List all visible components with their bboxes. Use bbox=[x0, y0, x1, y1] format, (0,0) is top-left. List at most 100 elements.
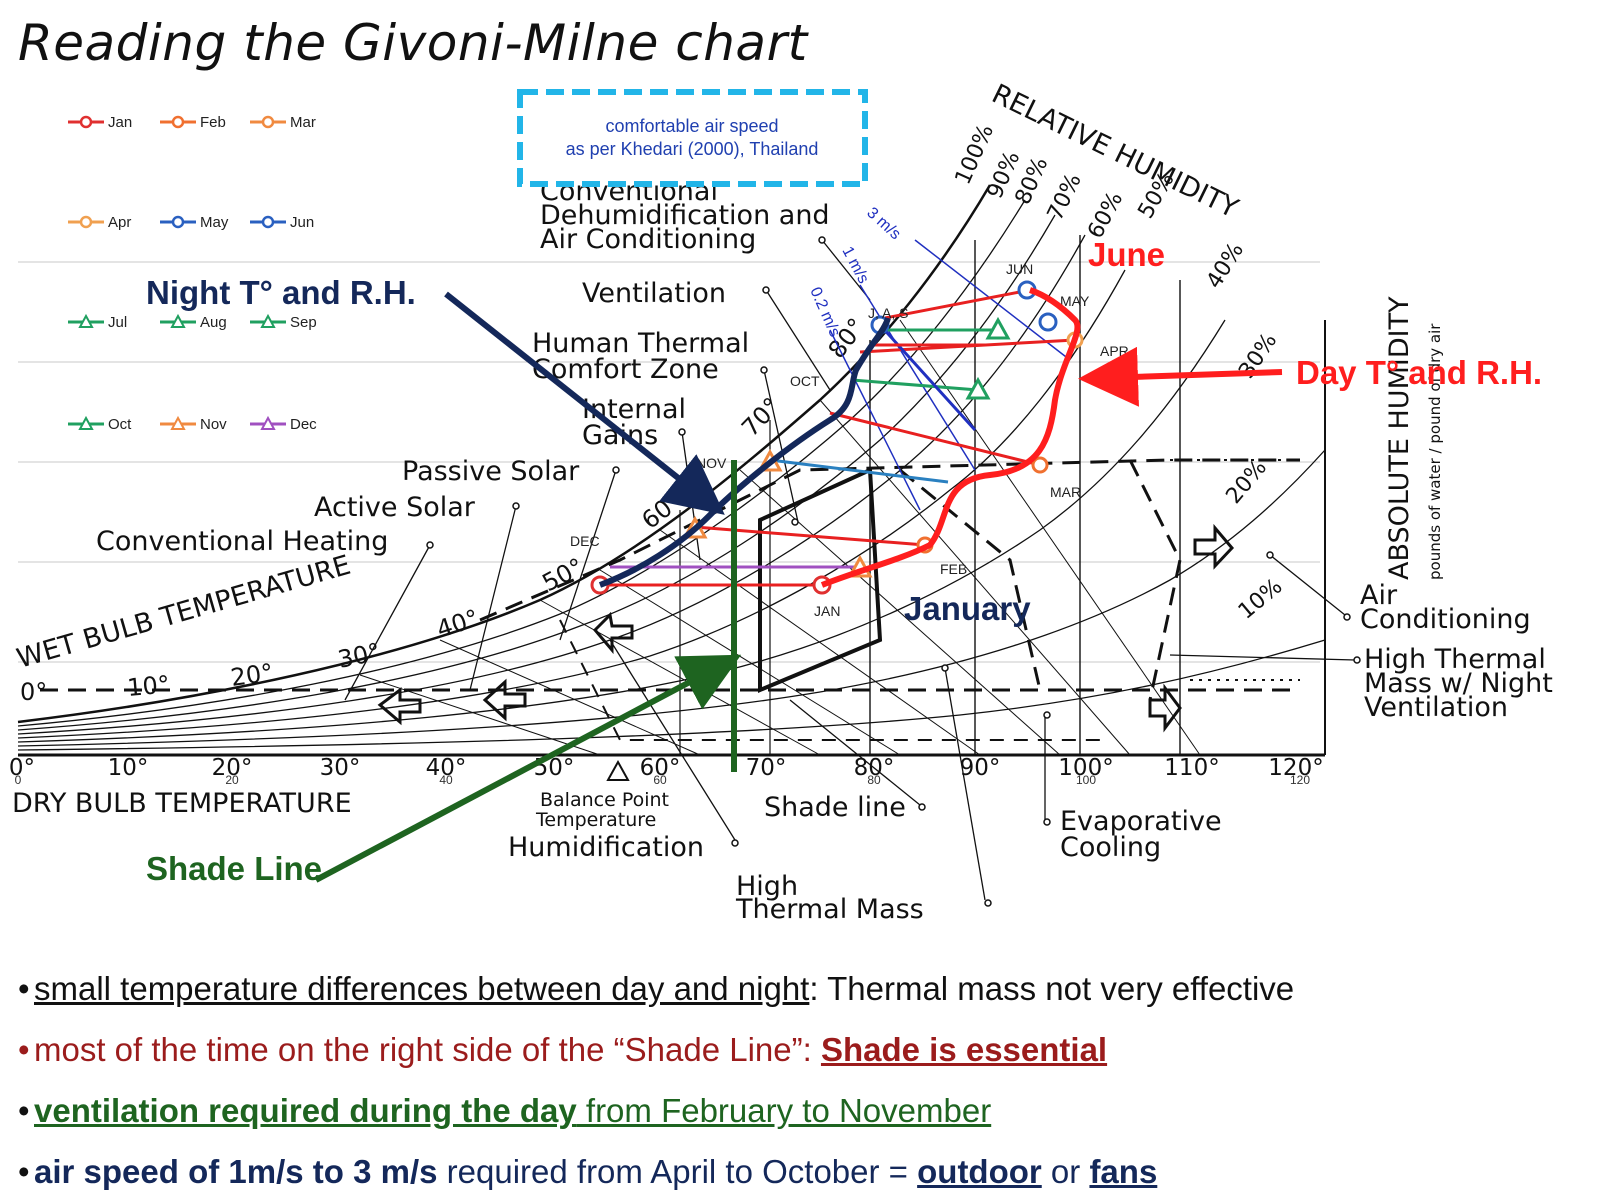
month-label: JUN bbox=[1006, 261, 1033, 277]
month-label: MAR bbox=[1050, 484, 1081, 500]
dry-bulb-small-tick: 20 bbox=[225, 773, 239, 787]
internal-gains-label: Internal Gains bbox=[582, 394, 686, 451]
airspeed-1ms: 1 m/s bbox=[838, 244, 871, 287]
dry-bulb-tick: 100° bbox=[1058, 755, 1113, 781]
legend-item-dec: Dec bbox=[250, 415, 317, 433]
dry-bulb-tick: 20° bbox=[212, 755, 253, 781]
legend-item-may: May bbox=[160, 214, 229, 231]
airspeed-box bbox=[517, 89, 868, 187]
outdoor-link[interactable]: outdoor bbox=[917, 1153, 1042, 1190]
bullet-list: • small temperature differences between d… bbox=[18, 958, 1578, 1202]
evaporative-cooling-label: Evaporative Cooling bbox=[1060, 806, 1222, 863]
wet-bulb-tick: 0° bbox=[20, 678, 47, 706]
shade-line-chart-label: Shade line bbox=[764, 792, 906, 823]
legend-label: Apr bbox=[108, 214, 131, 231]
bullet-2-lead: most of the time on the right side of th… bbox=[34, 1031, 821, 1068]
wet-bulb-tick: 40° bbox=[433, 604, 482, 644]
day-curve bbox=[820, 287, 1081, 588]
htm-night-ventilation-label: High Thermal Mass w/ Night Ventilation bbox=[1364, 644, 1553, 723]
dry-bulb-small-tick: 0 bbox=[15, 773, 22, 787]
balance-point-label: Balance Point Temperature bbox=[535, 759, 669, 831]
givoni-milne-chart: Jan Feb Mar Apr May Jun Jul Aug Sep Oct Nov Dec bbox=[9, 78, 1553, 925]
legend-label: Jul bbox=[108, 314, 127, 331]
bullet-1-rest: : Thermal mass not very effective bbox=[809, 970, 1295, 1007]
day-callout: Day T° and R.H. bbox=[1296, 354, 1542, 391]
wet-bulb-tick: 20° bbox=[229, 658, 275, 692]
dry-bulb-tick: 80° bbox=[854, 755, 895, 781]
legend-item-nov: Nov bbox=[160, 415, 227, 433]
active-solar-label: Active Solar bbox=[314, 492, 476, 523]
svg-text:Air Conditioning: Air Conditioning bbox=[540, 224, 756, 255]
june-callout: June bbox=[1088, 236, 1165, 273]
month-label: JAN bbox=[814, 603, 840, 619]
high-thermal-mass-label: High Thermal Mass bbox=[735, 871, 924, 925]
bullet-4-mid: required from April to October = bbox=[437, 1153, 918, 1190]
night-callout: Night T° and R.H. bbox=[146, 274, 416, 311]
legend-label: Jan bbox=[108, 114, 132, 131]
dry-bulb-tick: 40° bbox=[426, 755, 467, 781]
svg-text:Thermal Mass: Thermal Mass bbox=[735, 894, 924, 925]
svg-text:High Thermal: High Thermal bbox=[1364, 644, 1546, 675]
wet-bulb-tick: 10° bbox=[126, 670, 171, 702]
month-label: J, A, S bbox=[868, 305, 908, 321]
comfort-zone-outline bbox=[758, 466, 883, 693]
dry-bulb-tick: 30° bbox=[320, 755, 361, 781]
legend-item-apr: Apr bbox=[68, 214, 131, 231]
legend-label: Sep bbox=[290, 314, 317, 331]
airspeed-box-line1: comfortable air speed bbox=[605, 116, 778, 136]
wet-bulb-tick: 30° bbox=[335, 638, 382, 674]
dry-bulb-small-tick: 120 bbox=[1290, 773, 1310, 787]
month-labels: JAN FEB MAR APR MAY JUN J, A, S OCT NOV DEC bbox=[570, 261, 1129, 619]
bullet-3-rest: from February to November bbox=[576, 1092, 992, 1129]
dry-bulb-tick: 60° bbox=[640, 755, 681, 781]
rh-tick: 60% bbox=[1083, 188, 1128, 243]
svg-text:Ventilation: Ventilation bbox=[1364, 692, 1508, 723]
legend-item-feb: Feb bbox=[160, 114, 226, 131]
shade-line-callout: Shade Line bbox=[146, 850, 322, 887]
legend-label: May bbox=[200, 214, 229, 231]
legend-label: Aug bbox=[200, 314, 227, 331]
saturation-curve bbox=[17, 184, 992, 724]
airspeed-3ms: 3 m/s bbox=[863, 204, 903, 243]
legend-label: Dec bbox=[290, 416, 317, 433]
dry-bulb-ticks: 0° 10° 20° 30° 40° 50° 60° 70° 80° 90° 100° 110° 120… bbox=[9, 755, 1324, 787]
airspeed-02ms: 0.2 m/s bbox=[806, 285, 843, 340]
bullet-4-or: or bbox=[1041, 1153, 1090, 1190]
svg-text:Comfort Zone: Comfort Zone bbox=[532, 354, 719, 385]
bullet-2-bold: Shade is essential bbox=[820, 1031, 1108, 1068]
bullet-2: • most of the time on the right side of t… bbox=[18, 1031, 1108, 1068]
dry-bulb-small-tick: 100 bbox=[1076, 773, 1096, 787]
conventional-dehumidification-label: Conventional Dehumidification and Air Co… bbox=[540, 176, 830, 255]
svg-text:Conditioning: Conditioning bbox=[1360, 604, 1531, 635]
wet-bulb-label: WET BULB TEMPERATURE bbox=[13, 550, 354, 675]
passive-solar-label: Passive Solar bbox=[402, 456, 580, 487]
legend-label: Oct bbox=[108, 416, 132, 433]
comfort-zone-label: Human Thermal Comfort Zone bbox=[532, 328, 749, 385]
rh-tick: 20% bbox=[1221, 455, 1272, 509]
legend-label: Feb bbox=[200, 114, 226, 131]
legend-label: Jun bbox=[290, 214, 314, 231]
dry-bulb-tick: 110° bbox=[1164, 755, 1219, 781]
dry-bulb-tick: 70° bbox=[746, 755, 787, 781]
bullet-1-underlined: small temperature differences between da… bbox=[34, 970, 810, 1007]
svg-text:Cooling: Cooling bbox=[1060, 832, 1161, 863]
svg-text:Internal: Internal bbox=[582, 394, 686, 425]
bullet-4: • air speed of 1m/s to 3 m/s required fro… bbox=[18, 1153, 1158, 1190]
legend-item-mar: Mar bbox=[250, 114, 316, 131]
legend-item-aug: Aug bbox=[160, 313, 227, 331]
legend-item-oct: Oct bbox=[68, 415, 132, 433]
svg-text:Evaporative: Evaporative bbox=[1060, 806, 1222, 837]
air-conditioning-label: Air Conditioning bbox=[1360, 580, 1531, 635]
svg-text:High: High bbox=[736, 871, 798, 902]
night-curve bbox=[598, 317, 891, 588]
january-callout: January bbox=[904, 590, 1031, 627]
shade-callout-arrow bbox=[314, 654, 742, 883]
dry-bulb-tick: 0° bbox=[9, 755, 35, 781]
month-label: APR bbox=[1100, 343, 1129, 359]
ventilation-label: Ventilation bbox=[582, 278, 726, 309]
day-callout-arrow bbox=[1078, 346, 1283, 407]
month-label: MAY bbox=[1060, 293, 1090, 309]
slide-title: Reading the Givoni-Milne chart bbox=[18, 14, 808, 72]
fans-link[interactable]: fans bbox=[1089, 1153, 1158, 1190]
humidification-label: Humidification bbox=[508, 832, 704, 863]
